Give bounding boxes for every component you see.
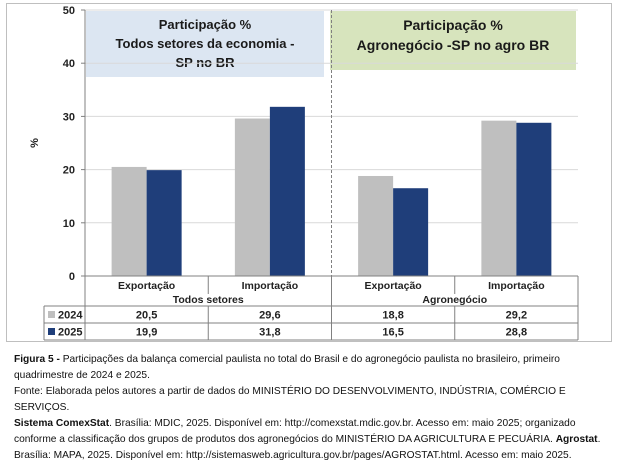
x-category-label-2: Importação	[242, 280, 299, 292]
table-value-2024-4: 29,2	[506, 310, 527, 322]
legend-label-2024: 2024	[58, 310, 83, 322]
panel-title-1-line-3: SP no BR	[176, 55, 236, 70]
legend-swatch-2024	[48, 311, 55, 318]
y-tick-label-30: 30	[63, 111, 75, 123]
chart-frame	[6, 3, 612, 342]
y-axis-label: %	[29, 138, 41, 148]
panel-title-1-line-2: Todos setores da economia -	[116, 36, 295, 51]
source-comexstat: Sistema ComexStat	[14, 418, 110, 429]
source-agrostat: Agrostat	[555, 434, 598, 445]
table-value-2025-3: 16,5	[382, 327, 403, 339]
legend-swatch-2025	[48, 328, 55, 335]
bar-2025-3	[393, 188, 429, 276]
y-tick-label-40: 40	[63, 58, 75, 70]
bar-2024-3	[358, 175, 394, 276]
panel-title-2-line-1: Participação %	[403, 17, 503, 33]
source-agrostat-text: . Brasília: MAPA, 2025. Disponível em: h…	[14, 434, 601, 461]
bar-2025-1	[146, 170, 182, 276]
panel-title-1-line-1: Participação %	[159, 17, 252, 32]
figure-text: Participações da balança comercial pauli…	[14, 354, 560, 381]
y-tick-label-10: 10	[63, 218, 75, 230]
y-tick-label-50: 50	[63, 5, 75, 17]
bar-2025-4	[516, 122, 552, 276]
figure-caption: Figura 5 - Participações da balança come…	[14, 352, 614, 464]
table-value-2024-3: 18,8	[382, 310, 403, 322]
bar-2024-1	[111, 166, 147, 276]
figure-label: Figura 5 -	[14, 354, 60, 365]
x-category-label-4: Importação	[488, 280, 545, 292]
legend-label-2025: 2025	[58, 327, 82, 339]
table-value-2024-1: 20,5	[136, 310, 157, 322]
figure-title: Figura 5 - Participações da balança come…	[14, 352, 614, 384]
y-tick-label-20: 20	[63, 165, 75, 177]
x-category-label-3: Exportação	[365, 280, 422, 292]
table-value-2024-2: 29,6	[259, 310, 280, 322]
panel-box-1	[86, 11, 324, 77]
x-group-label-1: Todos setores	[173, 294, 244, 306]
chart-area: Participação % Todos setores da economia …	[6, 3, 612, 342]
table-value-2025-4: 28,8	[506, 327, 527, 339]
panel-title-2-line-2: Agronegócio -SP no agro BR	[357, 37, 550, 53]
source-comexstat-text: . Brasília: MDIC, 2025. Disponível em: h…	[14, 418, 576, 445]
y-tick-label-0: 0	[69, 271, 75, 283]
table-value-2025-2: 31,8	[259, 327, 280, 339]
source-line-2: Sistema ComexStat. Brasília: MDIC, 2025.…	[14, 416, 614, 464]
panel-box-2	[330, 11, 576, 70]
table-value-2025-1: 19,9	[136, 327, 157, 339]
bar-2024-4	[481, 120, 517, 276]
bar-2024-2	[234, 118, 270, 276]
x-group-label-2: Agronegócio	[422, 294, 487, 306]
source-line-1: Fonte: Elaborada pelos autores a partir …	[14, 386, 566, 413]
x-category-label-1: Exportação	[118, 280, 175, 292]
bar-chart: Participação % Todos setores da economia …	[6, 3, 612, 342]
bar-2025-2	[269, 106, 305, 276]
